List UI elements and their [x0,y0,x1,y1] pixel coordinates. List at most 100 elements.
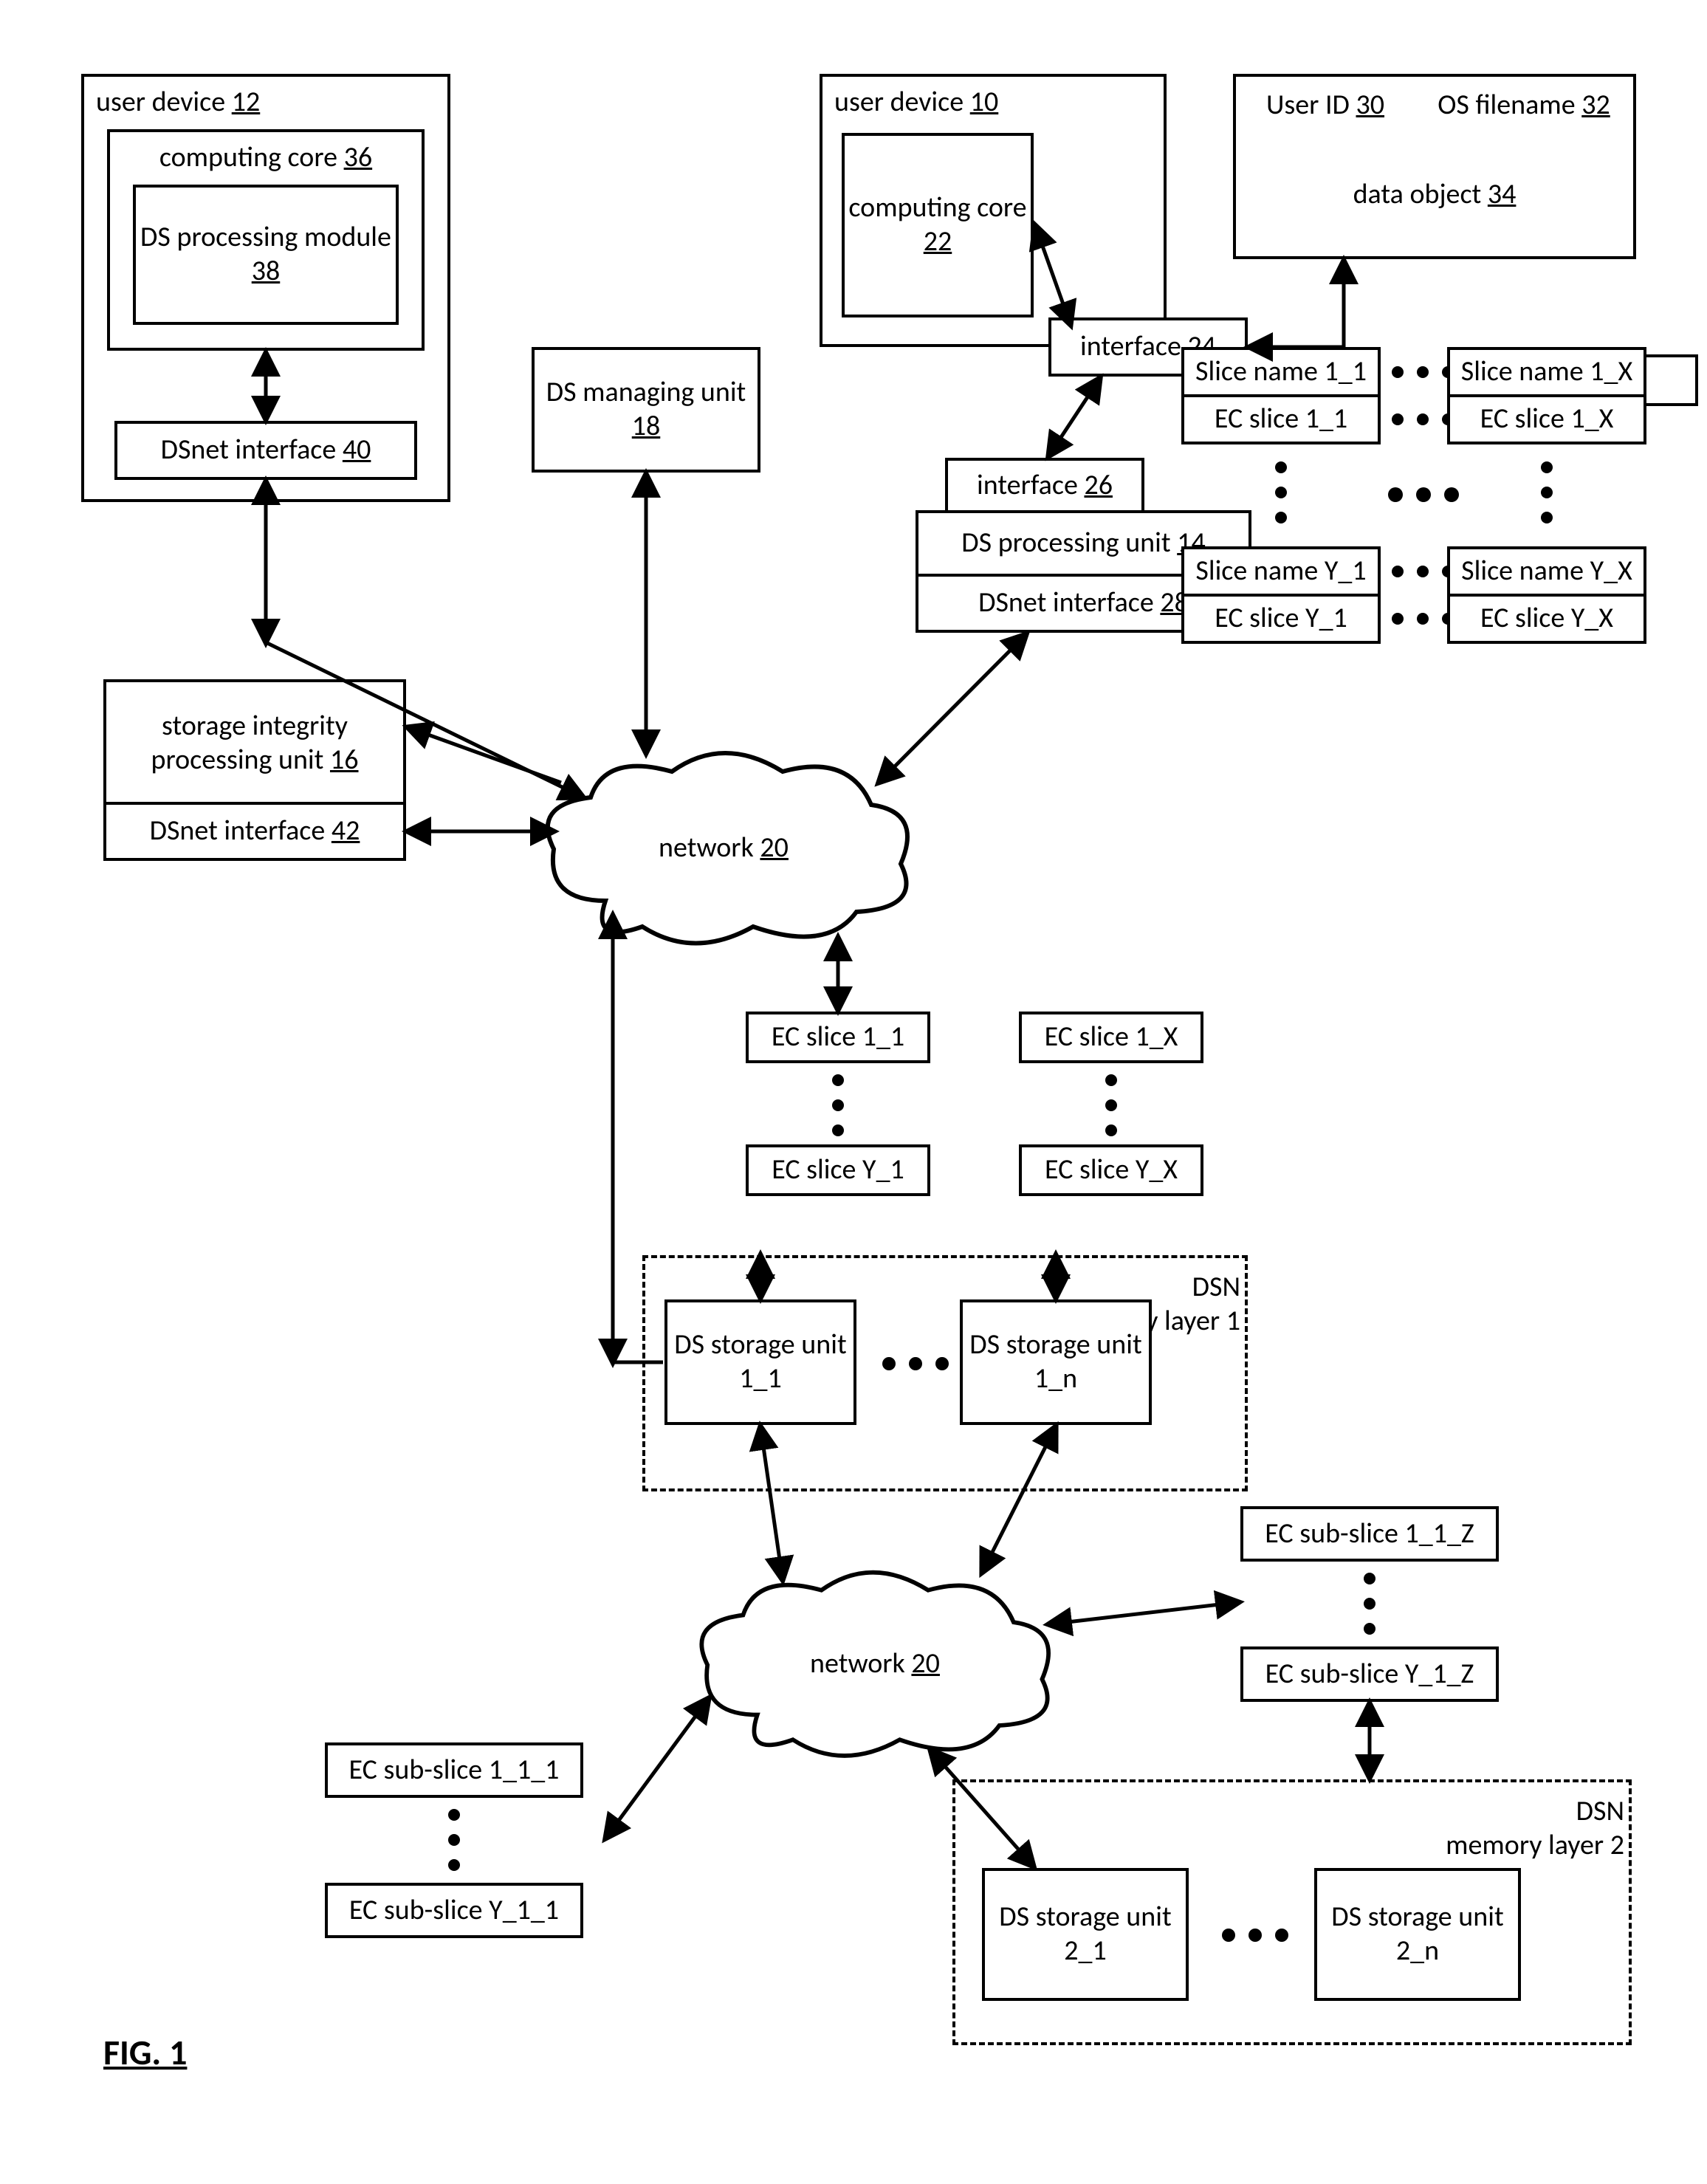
t: EC slice 1_1 [1215,402,1347,436]
t: DSnet interface [161,433,337,467]
t: interface [1080,329,1181,363]
dots-icon [832,1074,844,1136]
n: 26 [1084,468,1113,502]
t: DS processing module [140,220,391,254]
dots-icon [1392,613,1454,625]
t: Slice name 1_1 [1195,355,1367,389]
t: DS storage unit 1_1 [674,1328,846,1395]
dots-icon [1392,366,1454,378]
t: DSnet interface [978,586,1154,619]
mid-ec-1-1: EC slice 1_1 [746,1012,930,1063]
ds-storage-1-n: DS storage unit 1_n [960,1299,1152,1425]
user-id-box: User ID 30 [1233,74,1418,137]
ec-1-X: EC slice 1_X [1447,394,1646,444]
t: interface [977,468,1078,502]
sn-1-X: Slice name 1_X [1447,347,1646,397]
dsnet-interface-40: DSnet interface 40 [114,421,417,480]
dots-icon [1105,1074,1117,1136]
dots-icon [448,1809,460,1871]
t: EC slice 1_1 [772,1020,904,1054]
dsnet-interface-42: DSnet interface 42 [103,802,406,861]
figure-label: FIG. 1 [103,2030,187,2074]
t: DS managing unit [546,375,746,409]
dots-icon [1541,461,1553,523]
n: 34 [1488,177,1517,211]
t: EC slice Y_X [1045,1153,1178,1187]
n: 20 [911,1646,940,1680]
t: user device [834,85,964,119]
n: 42 [332,814,360,848]
t: EC sub-slice 1_1_Z [1265,1517,1474,1551]
ds-storage-2-n: DS storage unit 2_n [1314,1868,1521,2001]
cc36-label: computing core 36 [129,140,402,174]
sn-Y-1: Slice name Y_1 [1181,546,1381,597]
n: 12 [232,85,261,119]
dots-icon [1392,413,1454,425]
t: DS processing unit [961,526,1170,560]
dsn-layer-2-label: DSNmemory layer 2 [1440,1794,1624,1862]
t: computing core [159,140,337,174]
t: EC slice Y_1 [1215,602,1347,636]
ec-Y-X: EC slice Y_X [1447,594,1646,644]
t: EC sub-slice 1_1_1 [349,1754,560,1788]
user-device-12-title: user device 12 [96,85,260,119]
network-2-label: network 20 [794,1646,956,1680]
dots-icon [1392,566,1454,577]
sub-1-1-1: EC sub-slice 1_1_1 [325,1742,583,1798]
interface-26: interface 26 [945,458,1144,513]
t: EC slice Y_X [1480,602,1613,636]
ec-1-1: EC slice 1_1 [1181,394,1381,444]
sub-1-1-Z: EC sub-slice 1_1_Z [1240,1506,1499,1562]
t: network [810,1646,905,1680]
n: 40 [343,433,371,467]
ds-managing-unit: DS managing unit 18 [532,347,760,473]
storage-integrity-unit: storage integrity processing unit 16 [103,679,406,805]
dots-icon [1364,1573,1375,1635]
ec-Y-1: EC slice Y_1 [1181,594,1381,644]
ds-storage-2-1: DS storage unit 2_1 [982,1868,1189,2001]
dots-icon [1275,461,1287,523]
sn-1-1: Slice name 1_1 [1181,347,1381,397]
mid-ec-1-X: EC slice 1_X [1019,1012,1203,1063]
n: 18 [632,409,661,443]
t: DS storage unit 2_1 [999,1900,1171,1968]
t: Slice name 1_X [1461,355,1632,389]
n: 30 [1356,88,1385,122]
dots-icon [1222,1929,1288,1942]
t: Slice name Y_1 [1195,554,1366,588]
sub-Y-1-Z: EC sub-slice Y_1_Z [1240,1646,1499,1702]
user-device-10-title: user device 10 [834,85,998,119]
n: 20 [760,831,789,865]
ds-processing-module-38: DS processing module 38 [133,185,399,325]
t: EC slice 1_X [1480,402,1614,436]
t: EC slice Y_1 [772,1153,904,1187]
computing-core-22: computing core 22 [842,133,1034,317]
t: DSnet interface [150,814,326,848]
t: network [659,831,754,865]
t: Slice name Y_X [1461,554,1632,588]
t: EC sub-slice Y_1_1 [349,1894,559,1928]
n: 22 [924,224,952,258]
sn-Y-X: Slice name Y_X [1447,546,1646,597]
ds-storage-1-1: DS storage unit 1_1 [664,1299,856,1425]
os-filename-box: OS filename 32 [1415,74,1636,137]
n: 36 [344,140,373,174]
n: 10 [970,85,999,119]
mid-ec-Y-1: EC slice Y_1 [746,1144,930,1196]
network-1-label: network 20 [642,831,805,865]
sub-Y-1-1: EC sub-slice Y_1_1 [325,1883,583,1938]
t: storage integrity processing unit [151,709,347,777]
t: User ID [1266,88,1350,122]
t: OS filename [1438,88,1575,122]
data-object-box: data object 34 [1233,134,1636,259]
t: computing core [848,190,1026,224]
t: data object [1353,177,1482,211]
n: 16 [330,743,359,777]
dots-icon [882,1357,949,1370]
t: EC slice 1_X [1045,1020,1178,1054]
t: user device [96,85,225,119]
n: 32 [1581,88,1610,122]
dots-icon [1388,487,1459,502]
mid-ec-Y-X: EC slice Y_X [1019,1144,1203,1196]
t: EC sub-slice Y_1_Z [1265,1658,1474,1692]
